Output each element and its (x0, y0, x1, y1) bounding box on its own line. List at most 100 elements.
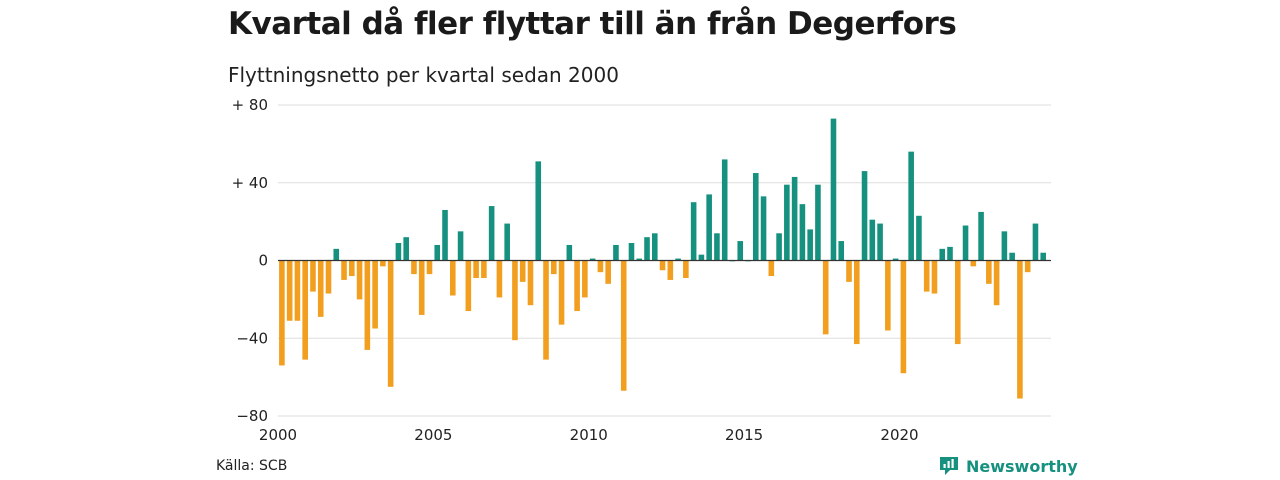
bar: 2018 K2: -11 (846, 260, 852, 282)
x-tick-label: 2005 (414, 426, 452, 444)
chart-title: Kvartal då fler flyttar till än från Deg… (228, 6, 957, 42)
bar: 2021 K4: -43 (954, 260, 961, 345)
bar: 2004 K2: -7 (411, 260, 417, 275)
bar: 2009 K1: -33 (558, 260, 565, 325)
y-tick-label: −40 (236, 329, 268, 347)
brand-name: Newsworthy (966, 456, 1078, 476)
bar: 2022 K4: -12 (986, 260, 992, 284)
bar: 2012 K3: -10 (667, 260, 674, 280)
bar: 2006 K2: -9 (473, 260, 479, 278)
bar: 2006 K3: -9 (481, 260, 487, 278)
bar: 2022 K2: -3 (970, 260, 977, 267)
bar: 2009 K4: -19 (582, 260, 588, 298)
bar: 2007 K2: 19 (504, 223, 510, 261)
bar: 2023 K3: 4 (1009, 252, 1015, 261)
bar: 2020 K4: -16 (923, 260, 930, 292)
y-tick-label: −80 (236, 407, 268, 425)
bar: 2003 K3: -65 (387, 260, 394, 387)
bar: 2012 K4: 1 (675, 258, 681, 261)
bar: 2010 K2: -6 (597, 260, 604, 273)
bar: 2007 K3: -41 (512, 260, 518, 341)
bar: 2008 K3: -51 (543, 260, 549, 360)
bar: 2001 K2: -29 (317, 260, 324, 317)
bar: 2023 K4: -71 (1017, 260, 1023, 399)
bar: 2016 K4: 29 (799, 204, 806, 261)
bar: 2001 K1: -16 (310, 260, 316, 292)
bar: 2017 K4: 73 (830, 118, 837, 261)
x-tick-label: 2015 (725, 426, 763, 444)
bar: 2009 K3: -26 (574, 260, 580, 312)
bar: 2012 K2: -5 (659, 260, 666, 271)
bar: 2007 K4: -11 (519, 260, 526, 282)
bar: 2002 K1: -10 (341, 260, 347, 280)
bar: 2021 K3: 7 (947, 246, 953, 261)
bar: 2005 K2: 26 (442, 209, 448, 261)
bar: 2011 K2: 9 (628, 243, 635, 261)
bar: 2019 K1: 21 (869, 219, 876, 261)
bar: 2001 K4: 6 (333, 248, 340, 261)
bar: 2013 K1: -9 (683, 260, 689, 278)
bar: 2016 K1: 14 (776, 233, 782, 261)
bar: 2001 K3: -17 (325, 260, 332, 294)
bar: 2015 K2: 45 (752, 173, 759, 261)
bar: 2016 K3: 43 (791, 176, 798, 261)
chart-subtitle: Flyttningsnetto per kvartal sedan 2000 (228, 63, 619, 87)
bar: 2004 K3: -28 (418, 260, 425, 315)
bar: 2018 K1: 10 (838, 241, 845, 261)
x-tick-label: 2010 (570, 426, 608, 444)
bar: 2008 K1: -23 (527, 260, 534, 306)
bar: 2021 K1: -17 (931, 260, 938, 294)
bar: 2023 K1: -23 (993, 260, 1000, 306)
bar: 2024 K2: 19 (1032, 223, 1039, 261)
bar: 2017 K3: -38 (822, 260, 829, 335)
bar: 2015 K4: -8 (768, 260, 775, 277)
bar: 2024 K3: 4 (1040, 252, 1047, 261)
bar: 2006 K1: -26 (465, 260, 472, 312)
bar: 2010 K4: 8 (613, 244, 619, 261)
bar: 2021 K2: 6 (939, 248, 946, 261)
brand-logo[interactable]: Newsworthy (938, 455, 1078, 477)
bar: 2015 K3: 33 (760, 196, 767, 261)
bar: 2004 K1: 12 (403, 237, 409, 261)
bar: 2019 K3: -36 (885, 260, 891, 331)
y-tick-label: + 80 (232, 96, 268, 114)
bar: 2005 K4: 15 (457, 231, 464, 261)
bar: 2010 K3: -12 (605, 260, 611, 284)
bar: 2016 K2: 39 (784, 184, 790, 261)
bar: 2013 K2: 30 (690, 202, 697, 261)
bar: 2024 K1: -6 (1024, 260, 1031, 273)
bar: 2004 K4: -7 (426, 260, 433, 275)
bar: 2013 K4: 34 (706, 194, 712, 261)
bar: 2009 K2: 8 (566, 244, 573, 261)
bar: 2013 K3: 3 (698, 254, 705, 261)
bar: 2000 K4: -51 (302, 260, 308, 360)
bar: 2008 K4: -7 (551, 260, 557, 275)
bar: 2008 K2: 51 (535, 161, 542, 261)
bar: 2022 K1: 18 (962, 225, 969, 261)
bar: 2003 K1: -35 (372, 260, 378, 329)
bar: 2012 K1: 14 (651, 233, 658, 261)
bar: 2010 K1: 1 (589, 258, 596, 261)
bar: 2005 K1: 8 (434, 244, 441, 261)
bar: 2019 K2: 19 (877, 223, 883, 261)
y-tick-label: 0 (258, 252, 268, 270)
bar: 2018 K3: -43 (853, 260, 860, 345)
bar: 2000 K1: -54 (279, 260, 285, 366)
bar: 2011 K3: 1 (636, 258, 643, 261)
bars: 2000 K1: -542000 K2: -312000 K3: -312000… (279, 118, 1047, 399)
gridlines (278, 104, 1051, 417)
bar: 2014 K2: 52 (721, 159, 728, 261)
bar: 2017 K2: 39 (815, 184, 821, 261)
x-tick-label: 2020 (880, 426, 918, 444)
bar: 2014 K4: 10 (737, 241, 744, 261)
bar: 2017 K1: 16 (807, 229, 813, 261)
bar: 2011 K1: -67 (620, 260, 627, 391)
bar: 2018 K4: 46 (861, 171, 868, 261)
y-tick-label: + 40 (232, 174, 268, 192)
bar: 2002 K4: -46 (364, 260, 371, 350)
bar: 2023 K2: 15 (1001, 231, 1008, 261)
bar: 2007 K1: -19 (496, 260, 503, 298)
bar: 2011 K4: 12 (644, 237, 650, 261)
